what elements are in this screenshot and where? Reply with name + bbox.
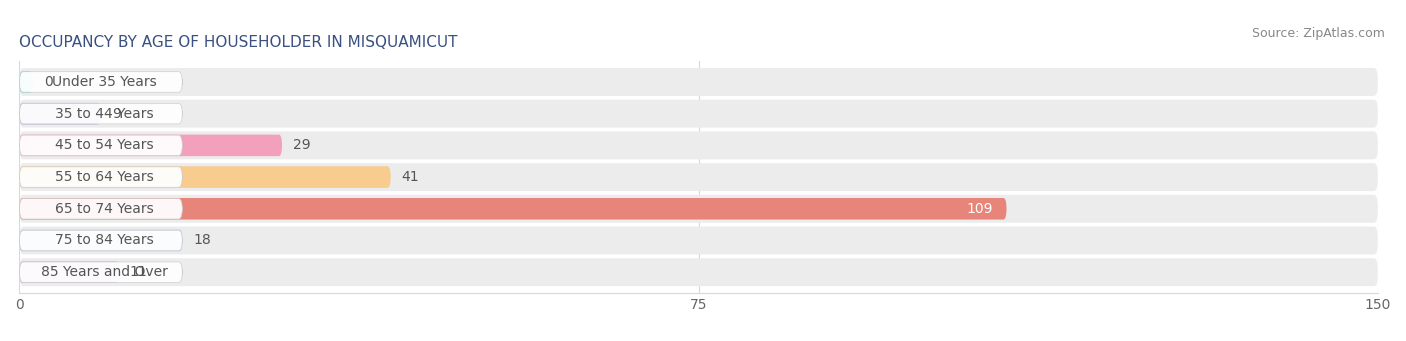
Text: 18: 18 [193,234,211,248]
FancyBboxPatch shape [20,131,1378,159]
FancyBboxPatch shape [20,103,101,124]
FancyBboxPatch shape [20,100,1378,128]
FancyBboxPatch shape [20,103,183,124]
FancyBboxPatch shape [20,230,183,251]
FancyBboxPatch shape [20,230,183,251]
FancyBboxPatch shape [20,135,183,155]
Text: Under 35 Years: Under 35 Years [52,75,156,89]
Text: 11: 11 [129,265,148,279]
Text: 55 to 64 Years: 55 to 64 Years [55,170,153,184]
Text: 45 to 54 Years: 45 to 54 Years [55,138,153,152]
FancyBboxPatch shape [20,226,1378,254]
Text: 65 to 74 Years: 65 to 74 Years [55,202,153,216]
Text: 29: 29 [292,138,311,152]
Text: 75 to 84 Years: 75 to 84 Years [55,234,153,248]
FancyBboxPatch shape [20,135,283,156]
Text: 9: 9 [111,107,121,121]
Text: 35 to 44 Years: 35 to 44 Years [55,107,153,121]
FancyBboxPatch shape [20,198,1007,220]
Text: 85 Years and Over: 85 Years and Over [41,265,167,279]
FancyBboxPatch shape [20,198,183,219]
FancyBboxPatch shape [20,68,1378,96]
FancyBboxPatch shape [20,72,183,92]
FancyBboxPatch shape [20,258,1378,286]
FancyBboxPatch shape [20,166,391,188]
Text: Source: ZipAtlas.com: Source: ZipAtlas.com [1251,27,1385,40]
FancyBboxPatch shape [20,163,1378,191]
Text: 41: 41 [402,170,419,184]
Text: 109: 109 [966,202,993,216]
FancyBboxPatch shape [20,262,183,282]
FancyBboxPatch shape [20,262,120,283]
FancyBboxPatch shape [20,167,183,187]
Text: 0: 0 [44,75,52,89]
FancyBboxPatch shape [20,71,32,93]
Text: OCCUPANCY BY AGE OF HOUSEHOLDER IN MISQUAMICUT: OCCUPANCY BY AGE OF HOUSEHOLDER IN MISQU… [20,35,458,50]
FancyBboxPatch shape [20,195,1378,223]
